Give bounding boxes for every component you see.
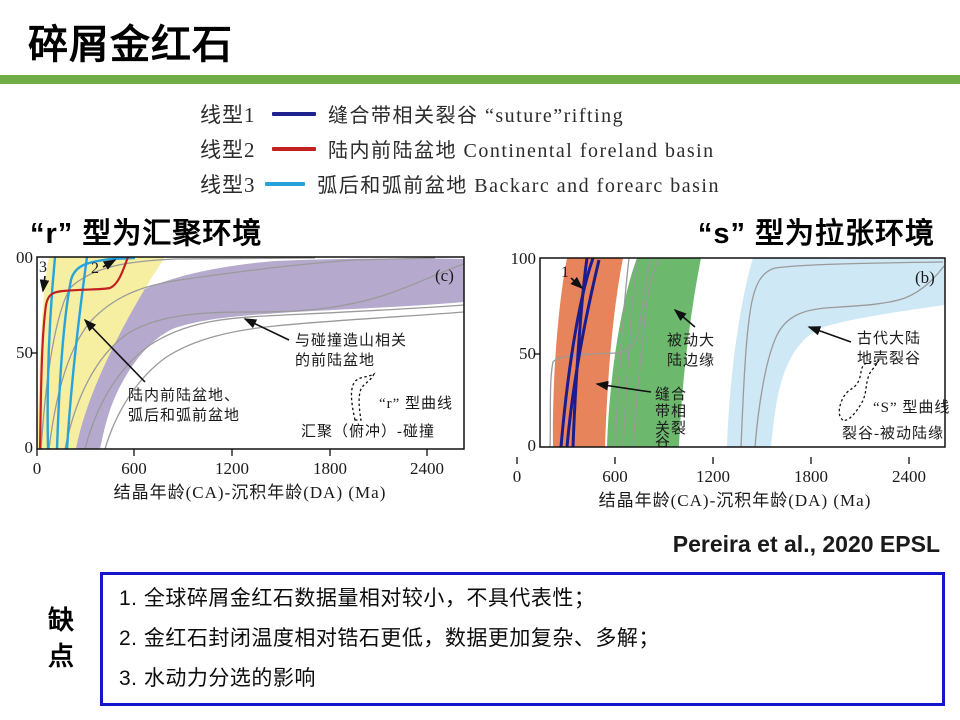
panel-label-c: (c) [435, 266, 454, 285]
suture-rift-curves [559, 258, 601, 447]
legend-label-3: 线型3 [200, 172, 256, 197]
heading-convergent: “r” 型为汇聚环境 [30, 218, 263, 250]
legend-row-3: 线型3 弧后和弧前盆地 Backarc and forearc basin [200, 166, 720, 201]
svg-text:1200: 1200 [696, 467, 730, 486]
curve-number-2: 2 [91, 260, 99, 277]
svg-text:1800: 1800 [313, 459, 347, 478]
curve-type-label: “r” 型曲线 [379, 395, 453, 412]
chart-panel-b: 100 50 0 0 600 1200 1800 2400 结晶年龄(CA)-沉… [511, 250, 950, 510]
svg-text:地壳裂谷: 地壳裂谷 [857, 350, 921, 367]
figure-legend: 线型1 缝合带相关裂谷 “suture”rifting 线型2 陆内前陆盆地 C… [200, 96, 720, 201]
weakness-item-1: 1. 全球碎屑金红石数据量相对较小，不具代表性； [119, 587, 596, 610]
svg-text:弧后和弧前盆地: 弧后和弧前盆地 [128, 407, 240, 424]
y-axis: 100 50 0 [15, 250, 37, 457]
green-band [607, 258, 701, 447]
svg-text:谷: 谷 [655, 433, 671, 450]
curve-type-sub: 裂谷-被动陆缘 [842, 425, 944, 442]
legend-line-sample-1 [272, 111, 316, 116]
svg-text:50: 50 [16, 343, 33, 362]
curve-type-sub: 汇聚（俯冲）-碰撞 [301, 422, 435, 440]
svg-text:带相: 带相 [655, 403, 687, 420]
annotation-arrow [102, 259, 117, 270]
purple-band [45, 258, 464, 449]
svg-text:0: 0 [25, 438, 34, 457]
yellow-band [37, 257, 165, 449]
svg-text:600: 600 [602, 467, 628, 486]
curve-number-1: 1 [561, 264, 569, 281]
legend-label-1: 线型1 [200, 102, 256, 127]
accent-bar [0, 75, 960, 84]
weakness-box: 1. 全球碎屑金红石数据量相对较小，不具代表性； 2. 金红石封闭温度相对锆石更… [100, 572, 945, 706]
svg-text:关裂: 关裂 [655, 420, 687, 437]
svg-text:0: 0 [33, 459, 42, 478]
backarc-forearc-curves [46, 257, 136, 449]
r-curve-glyph-icon [350, 372, 376, 421]
svg-text:2400: 2400 [410, 459, 444, 478]
weakness-side-label: 缺点 [47, 605, 74, 671]
annotation-collision-foreland: 与碰撞造山相关 的前陆盆地 [243, 318, 407, 369]
curve-type-label: “S” 型曲线 [873, 399, 950, 416]
x-axis [36, 449, 428, 456]
legend-label-2: 线型2 [200, 137, 256, 162]
svg-text:被动大: 被动大 [667, 332, 715, 349]
svg-text:1200: 1200 [215, 459, 249, 478]
weakness-item-3: 3. 水动力分选的影响 [119, 667, 316, 690]
legend-line-sample-2 [272, 146, 316, 151]
annotation-suture-rift: 缝合 带相 关裂 谷 [595, 380, 687, 450]
svg-text:古代大陆: 古代大陆 [857, 330, 921, 347]
orange-band [552, 258, 623, 447]
svg-text:1800: 1800 [794, 467, 828, 486]
annotation-arrow [570, 276, 584, 290]
legend-row-2: 线型2 陆内前陆盆地 Continental foreland basin [200, 131, 720, 166]
lightblue-band [727, 258, 945, 447]
weakness-item-2: 2. 金红石封闭温度相对锆石更低，数据更加复杂、多解； [119, 627, 660, 650]
legend-row-1: 线型1 缝合带相关裂谷 “suture”rifting [200, 96, 720, 131]
annotation-ancient-rift: 古代大陆 地壳裂谷 [807, 326, 921, 367]
x-axis [516, 457, 910, 464]
x-axis-labels: 0 600 1200 1800 2400 [513, 467, 926, 486]
plot-frame [539, 257, 946, 448]
svg-text:600: 600 [121, 459, 147, 478]
legend-line-sample-3 [265, 181, 306, 186]
citation: Pereira et al., 2020 EPSL [672, 531, 940, 557]
svg-text:0: 0 [528, 436, 537, 455]
x-axis-title: 结晶年龄(CA)-沉积年龄(DA) (Ma) [114, 483, 387, 502]
svg-text:0: 0 [513, 467, 522, 486]
annotation-intracontinental: 陆内前陆盆地、 弧后和弧前盆地 [83, 318, 240, 424]
svg-text:缝合: 缝合 [655, 386, 687, 403]
annotation-passive-margin: 被动大 陆边缘 [667, 308, 715, 369]
x-axis-labels: 0 600 1200 1800 2400 [33, 459, 444, 478]
svg-text:陆边缘: 陆边缘 [667, 352, 715, 369]
panel-label-b: (b) [915, 268, 935, 287]
foreland-basin-curve [38, 257, 130, 449]
svg-text:2400: 2400 [892, 467, 926, 486]
svg-text:的前陆盆地: 的前陆盆地 [295, 352, 375, 369]
legend-desc-3: 弧后和弧前盆地 Backarc and forearc basin [317, 175, 720, 197]
y-axis: 100 50 0 [511, 250, 540, 455]
chart-panel-c: 100 50 0 0 600 1200 1800 2400 结晶年龄(CA)-沉… [15, 250, 465, 502]
heading-extensional: “s” 型为拉张环境 [697, 218, 935, 250]
svg-text:50: 50 [519, 344, 536, 363]
svg-text:100: 100 [511, 250, 537, 268]
svg-text:100: 100 [15, 250, 33, 267]
gray-curves [549, 258, 945, 447]
legend-desc-1: 缝合带相关裂谷 “suture”rifting [328, 105, 625, 127]
x-axis-title: 结晶年龄(CA)-沉积年龄(DA) (Ma) [599, 491, 872, 510]
page-title: 碎屑金红石 [28, 23, 233, 67]
svg-text:陆内前陆盆地、: 陆内前陆盆地、 [128, 387, 240, 404]
legend-desc-2: 陆内前陆盆地 Continental foreland basin [328, 140, 715, 162]
s-curve-glyph-icon [838, 359, 880, 421]
curve-number-3: 3 [39, 259, 47, 276]
svg-text:与碰撞造山相关: 与碰撞造山相关 [295, 331, 407, 349]
annotation-arrow [39, 275, 50, 293]
